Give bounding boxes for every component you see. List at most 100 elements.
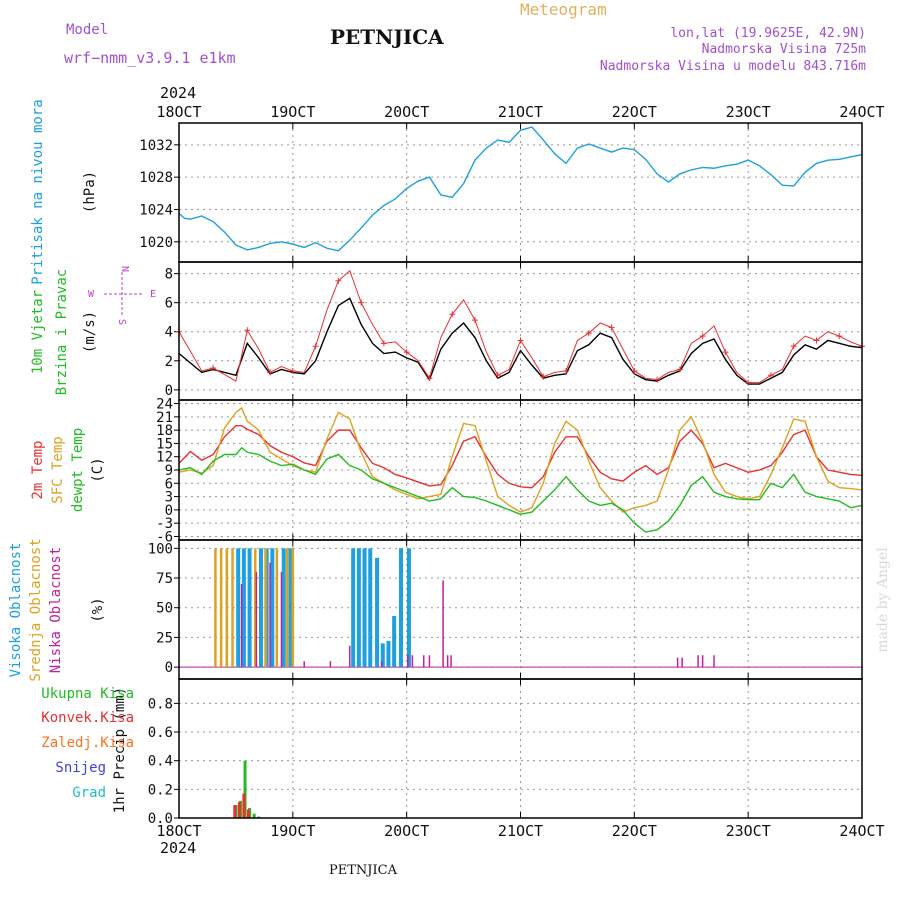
y-tick-label: 6	[165, 476, 173, 492]
gust-marker	[540, 373, 547, 380]
chart-panels: 102010241028103202468-6-3036912151821240…	[139, 103, 884, 840]
x-tick-label-bottom: 18OCT	[156, 822, 201, 840]
gust-marker	[358, 299, 365, 306]
compass-west: W	[88, 289, 95, 300]
gust-marker	[289, 367, 296, 374]
gust-marker	[836, 333, 843, 340]
cloud-bar	[406, 548, 411, 668]
y-tick-label: 6	[165, 296, 173, 312]
compass-rose: W E N S	[88, 266, 156, 325]
cloud-bar	[285, 548, 289, 668]
cloud-bar	[214, 548, 217, 668]
x-tick-label-bottom: 23OCT	[726, 822, 771, 840]
gust-marker	[426, 375, 433, 382]
precip-bar	[242, 793, 246, 818]
cloud-bar	[697, 655, 699, 668]
y-tick-label: 0.6	[148, 725, 173, 741]
precip-bar	[243, 760, 247, 818]
footer-station: PETNJICA	[329, 863, 398, 878]
cloud-bar	[446, 655, 449, 668]
cloud-bar	[428, 655, 431, 668]
x-tick-label-top: 24OCT	[839, 103, 884, 121]
gust-marker	[267, 369, 274, 376]
precip-bar	[233, 805, 237, 818]
station-title: PETNJICA	[330, 25, 444, 49]
gust-marker	[244, 327, 251, 334]
x-tick-label-top: 21OCT	[498, 103, 543, 121]
wind-units: (m/s)	[82, 311, 98, 353]
cloud-bar	[681, 657, 683, 668]
gust-marker	[585, 330, 592, 337]
dewpoint-label: dewpt Temp	[70, 428, 86, 512]
precip-bar	[246, 809, 250, 818]
precip-units: (mm)	[112, 687, 128, 721]
cloud-bar	[380, 661, 383, 668]
y-tick-label: 8	[165, 267, 173, 283]
series-line-sfc-temp	[178, 406, 863, 513]
y-tick-label: 4	[165, 325, 173, 341]
pressure-units: (hPa)	[82, 171, 98, 213]
panel-cloud: 0 25 50 75 100	[148, 539, 863, 680]
cloud-bar	[398, 548, 403, 668]
gust-marker	[403, 349, 410, 356]
legend-snow: Snijeg	[55, 760, 106, 776]
cloud-bar	[236, 548, 241, 668]
gust-marker	[767, 372, 774, 379]
cloud-bar	[291, 548, 295, 668]
cloud-bar	[241, 548, 246, 668]
y-tick-label: 1028	[139, 170, 173, 186]
model-name: wrf−nmm_v3.9.1 e1km	[64, 49, 236, 67]
precip-bar	[252, 813, 256, 818]
y-tick-label: -3	[156, 516, 173, 532]
y-tick-label: 25	[156, 630, 173, 646]
cloud-bar	[386, 640, 391, 668]
compass-south: S	[116, 319, 127, 325]
year-top: 2024	[160, 84, 196, 102]
cloud-bar	[356, 548, 361, 668]
x-tick-label-top: 22OCT	[612, 103, 657, 121]
gust-marker	[563, 367, 570, 374]
y-tick-label: 2	[165, 354, 173, 370]
y-tick-label: 21	[156, 410, 173, 426]
gust-marker	[631, 367, 638, 374]
series-line-gust	[178, 269, 863, 384]
precip-label: 1hr Precip	[112, 729, 128, 813]
cloud-bar	[411, 655, 414, 668]
cloud-bar	[280, 572, 283, 668]
cloud-bar	[258, 548, 263, 668]
legend-graupel: Grad	[72, 785, 106, 801]
cloud-bar	[219, 548, 223, 668]
panel-precip: 0.0 0.2 0.4 0.6 0.8	[148, 678, 863, 827]
cloud-bar	[264, 548, 267, 668]
gust-marker	[312, 343, 319, 350]
cloud-bar	[392, 616, 397, 668]
cloud-bar	[281, 548, 286, 668]
gust-marker	[654, 376, 661, 383]
cloud-bar	[676, 657, 679, 668]
lonlat-text: lon,lat (19.9625E, 42.9N)	[670, 26, 866, 41]
gust-marker	[517, 337, 524, 344]
x-tick-label-bottom: 20OCT	[384, 822, 429, 840]
gust-marker	[722, 349, 729, 356]
cloud-bar	[303, 661, 305, 668]
gust-marker	[790, 343, 797, 350]
y-tick-label: 75	[156, 571, 173, 587]
cloud-bar	[422, 655, 425, 668]
cloud-bar	[240, 583, 243, 668]
panel-wind: 0 2 4 6 8	[165, 261, 865, 401]
panel-pressure: 1020 1024 1028 1032	[139, 122, 863, 263]
gust-marker	[494, 372, 501, 379]
legend-convective-rain: Konvek.Kisa	[41, 710, 134, 726]
wind-label: 10m Vjetar	[30, 290, 46, 374]
y-tick-label: 24	[156, 397, 173, 413]
series-line-speed	[178, 297, 863, 385]
compass-north: N	[119, 266, 130, 272]
y-tick-label: 0	[165, 660, 173, 676]
gust-marker	[380, 340, 387, 347]
y-tick-label: 1032	[139, 138, 173, 154]
legend-freezing-rain: Zaledj.Kisa	[41, 735, 134, 751]
legend-total-rain: Ukupna Kisa	[41, 686, 134, 702]
gust-marker	[676, 366, 683, 373]
year-bottom: 2024	[160, 839, 196, 857]
